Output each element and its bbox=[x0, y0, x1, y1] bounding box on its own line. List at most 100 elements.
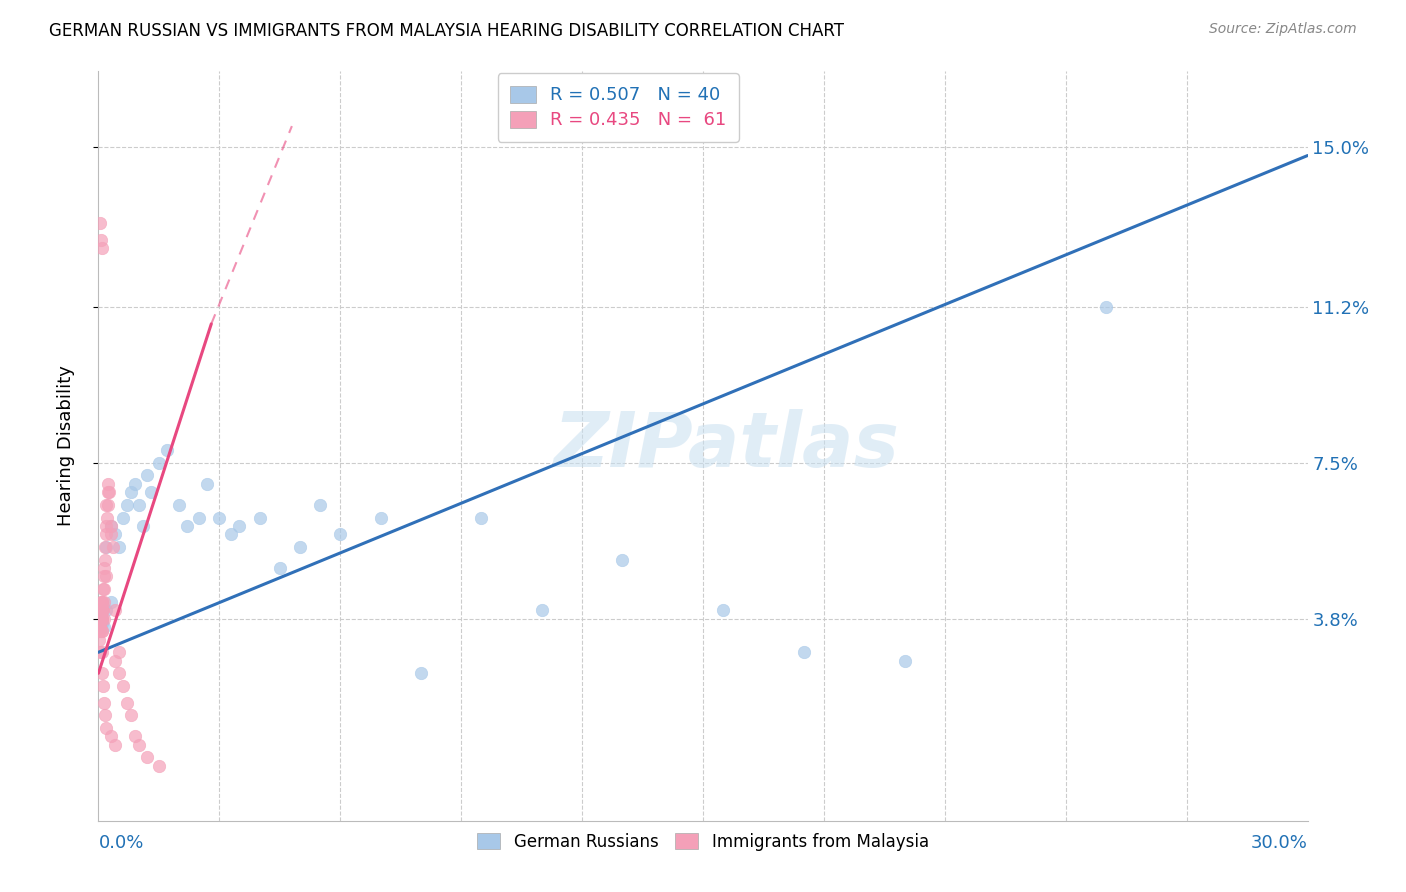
Point bbox=[93, 620, 115, 634]
Point bbox=[139, 485, 162, 500]
Point bbox=[96, 519, 118, 533]
Legend: German Russians, Immigrants from Malaysia: German Russians, Immigrants from Malaysi… bbox=[467, 823, 939, 861]
Point bbox=[97, 485, 120, 500]
Point bbox=[94, 552, 117, 566]
Point bbox=[94, 540, 117, 554]
Text: 0.0%: 0.0% bbox=[98, 834, 143, 852]
Point bbox=[93, 696, 115, 710]
Point bbox=[96, 510, 118, 524]
Point bbox=[90, 595, 112, 609]
Point bbox=[612, 552, 634, 566]
Point bbox=[91, 603, 114, 617]
Point bbox=[103, 603, 125, 617]
Point bbox=[91, 666, 114, 681]
Point bbox=[91, 603, 114, 617]
Point bbox=[103, 527, 125, 541]
Point bbox=[309, 498, 332, 512]
Point bbox=[195, 476, 218, 491]
Text: GERMAN RUSSIAN VS IMMIGRANTS FROM MALAYSIA HEARING DISABILITY CORRELATION CHART: GERMAN RUSSIAN VS IMMIGRANTS FROM MALAYS… bbox=[49, 22, 844, 40]
Point bbox=[100, 595, 122, 609]
Point bbox=[97, 476, 120, 491]
Point bbox=[128, 738, 150, 752]
Point bbox=[90, 603, 112, 617]
Point bbox=[221, 527, 243, 541]
Point bbox=[91, 595, 114, 609]
Point bbox=[135, 750, 157, 764]
Point bbox=[91, 624, 114, 639]
Point bbox=[91, 611, 114, 625]
Point bbox=[107, 666, 129, 681]
Point bbox=[120, 708, 142, 723]
Point bbox=[93, 569, 115, 583]
Point bbox=[188, 510, 211, 524]
Point bbox=[120, 485, 142, 500]
Point bbox=[96, 527, 118, 541]
Point bbox=[93, 582, 115, 596]
Point bbox=[208, 510, 231, 524]
Point bbox=[90, 603, 112, 617]
Point bbox=[103, 654, 125, 668]
Point bbox=[89, 620, 111, 634]
Point bbox=[91, 241, 114, 255]
Point bbox=[124, 730, 146, 744]
Point bbox=[711, 603, 734, 617]
Point bbox=[1095, 300, 1118, 314]
Point bbox=[132, 519, 155, 533]
Point bbox=[100, 730, 122, 744]
Point bbox=[96, 603, 118, 617]
Point bbox=[94, 569, 117, 583]
Point bbox=[93, 595, 115, 609]
Point bbox=[90, 615, 112, 630]
Point bbox=[89, 632, 111, 647]
Point bbox=[107, 645, 129, 659]
Text: ZIPatlas: ZIPatlas bbox=[554, 409, 900, 483]
Point bbox=[107, 540, 129, 554]
Point bbox=[89, 645, 111, 659]
Point bbox=[94, 708, 117, 723]
Point bbox=[111, 679, 134, 693]
Point bbox=[89, 624, 111, 639]
Point bbox=[97, 485, 120, 500]
Point bbox=[90, 233, 112, 247]
Point bbox=[470, 510, 492, 524]
Point bbox=[91, 595, 114, 609]
Point bbox=[101, 540, 124, 554]
Point bbox=[167, 498, 190, 512]
Point bbox=[96, 498, 118, 512]
Point bbox=[530, 603, 553, 617]
Point bbox=[793, 645, 815, 659]
Point bbox=[409, 666, 432, 681]
Point bbox=[228, 519, 250, 533]
Point bbox=[288, 540, 311, 554]
Point bbox=[135, 468, 157, 483]
Point bbox=[124, 476, 146, 491]
Point bbox=[91, 582, 114, 596]
Point bbox=[115, 498, 138, 512]
Point bbox=[103, 738, 125, 752]
Point bbox=[115, 696, 138, 710]
Point bbox=[249, 510, 271, 524]
Point bbox=[93, 561, 115, 575]
Point bbox=[96, 540, 118, 554]
Point bbox=[96, 721, 118, 735]
Point bbox=[89, 216, 111, 230]
Point bbox=[93, 611, 115, 625]
Point bbox=[370, 510, 392, 524]
Point bbox=[111, 510, 134, 524]
Y-axis label: Hearing Disability: Hearing Disability bbox=[56, 366, 75, 526]
Point bbox=[100, 519, 122, 533]
Point bbox=[893, 654, 915, 668]
Text: 30.0%: 30.0% bbox=[1251, 834, 1308, 852]
Point bbox=[91, 611, 114, 625]
Point bbox=[90, 611, 112, 625]
Point bbox=[128, 498, 150, 512]
Point bbox=[269, 561, 291, 575]
Point bbox=[100, 519, 122, 533]
Point bbox=[100, 527, 122, 541]
Point bbox=[91, 611, 114, 625]
Point bbox=[87, 624, 110, 639]
Point bbox=[148, 456, 170, 470]
Point bbox=[97, 498, 120, 512]
Point bbox=[329, 527, 352, 541]
Point bbox=[91, 645, 114, 659]
